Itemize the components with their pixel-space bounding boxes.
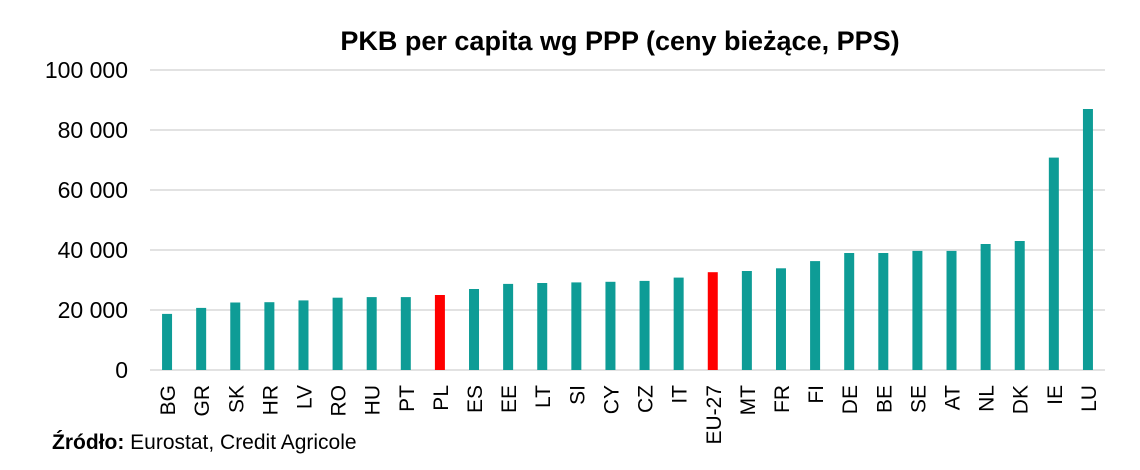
gridlines — [150, 69, 1105, 371]
source-label: Źródło: — [52, 431, 125, 454]
bar-se — [912, 250, 923, 370]
x-tick-label: CY — [600, 385, 623, 414]
bar-cy — [605, 281, 616, 370]
x-tick-label: HR — [259, 385, 282, 415]
x-tick-label: AT — [942, 385, 965, 410]
bar-dk — [1014, 241, 1025, 370]
y-tick-label: 20 000 — [58, 297, 128, 323]
x-tick-label: LT — [532, 385, 555, 408]
x-tick-label: IT — [669, 385, 692, 404]
x-tick-label: MT — [737, 385, 760, 415]
bar-it — [673, 277, 684, 370]
x-tick-label: EE — [498, 385, 521, 413]
bar-ro — [332, 297, 343, 370]
bar-lu — [1082, 109, 1093, 370]
bar-fi — [810, 261, 821, 370]
x-axis-tick-labels: BG GR SK HR LV RO HU PT PL ES EE LT SI CY CZ IT EU-27 MT F… — [157, 385, 1101, 445]
bars — [162, 109, 1093, 370]
x-tick-label: PT — [396, 385, 419, 412]
x-tick-label: HU — [362, 385, 385, 415]
x-tick-label: CZ — [635, 385, 658, 413]
bar-fr — [775, 268, 786, 370]
x-tick-label: BE — [873, 385, 896, 413]
chart-title: PKB per capita wg PPP (ceny bieżące, PPS… — [340, 26, 900, 56]
bar-ie — [1048, 157, 1059, 370]
x-tick-label: SI — [566, 385, 589, 405]
bar-eu-27 — [707, 272, 718, 370]
source-text: Eurostat, Credit Agricole — [124, 431, 357, 454]
bar-gr — [196, 307, 207, 370]
bar-hr — [264, 302, 275, 370]
bar-at — [946, 250, 957, 370]
bar-be — [878, 253, 889, 370]
y-tick-label: 60 000 — [58, 177, 128, 203]
bar-lv — [298, 300, 309, 370]
x-tick-label: BG — [157, 385, 180, 415]
bar-mt — [741, 271, 752, 370]
y-tick-label: 0 — [115, 357, 128, 383]
x-tick-label: FI — [805, 385, 828, 404]
bar-de — [844, 253, 855, 370]
x-tick-label: IE — [1044, 385, 1067, 405]
x-tick-label: GR — [191, 385, 214, 417]
x-tick-label: DE — [839, 385, 862, 414]
y-tick-label: 80 000 — [58, 117, 128, 143]
x-tick-label: EU-27 — [703, 385, 726, 445]
bar-si — [571, 282, 582, 370]
bar-cz — [639, 280, 650, 370]
bar-nl — [980, 244, 991, 370]
y-tick-label: 40 000 — [58, 237, 128, 263]
x-tick-label: DK — [1010, 385, 1033, 414]
bar-hu — [366, 297, 377, 370]
x-tick-label: PL — [430, 385, 453, 411]
x-tick-label: SE — [907, 385, 930, 413]
bar-lt — [537, 283, 548, 370]
x-tick-label: RO — [328, 385, 351, 417]
x-tick-label: LV — [293, 385, 316, 409]
x-tick-label: NL — [976, 385, 999, 412]
x-tick-label: ES — [464, 385, 487, 413]
bar-sk — [230, 302, 241, 370]
bar-pt — [400, 297, 411, 370]
x-tick-label: FR — [771, 385, 794, 413]
y-tick-label: 100 000 — [45, 57, 128, 83]
bar-pl — [434, 295, 445, 370]
y-axis-tick-labels: 0 20 000 40 000 60 000 80 000 100 000 — [45, 57, 128, 383]
bar-ee — [503, 283, 514, 370]
x-tick-label: SK — [225, 385, 248, 413]
bar-es — [469, 289, 480, 370]
source-note: Źródło: Eurostat, Credit Agricole — [52, 431, 357, 455]
bar-bg — [162, 313, 173, 370]
x-tick-label: LU — [1078, 385, 1101, 412]
